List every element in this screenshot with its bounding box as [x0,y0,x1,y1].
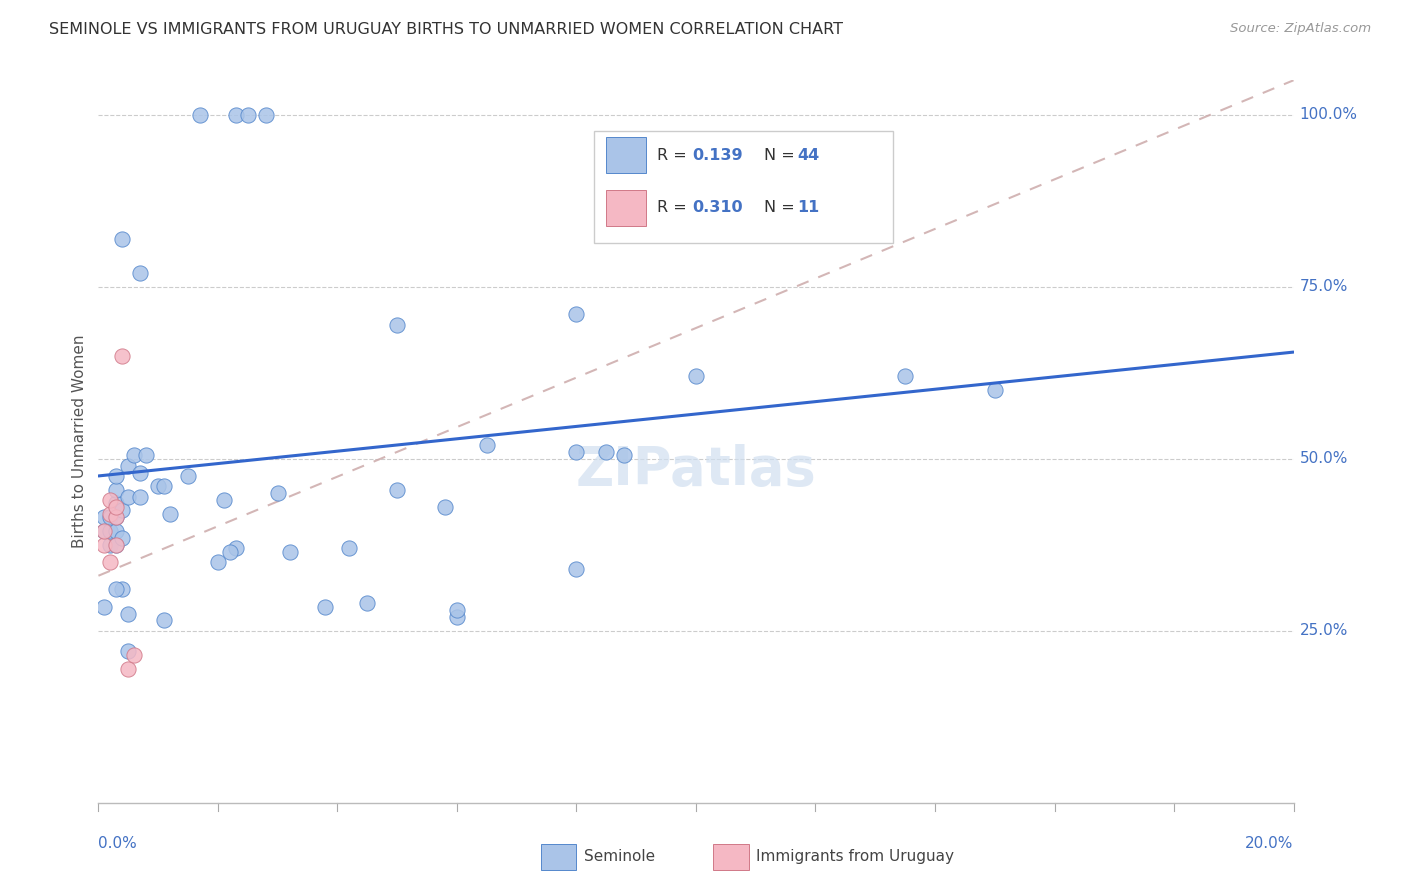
Point [894,369,917,384]
Point [98,555,122,569]
Point [98,538,122,552]
Point [685,369,707,384]
Point [93,510,115,524]
Point [111,349,134,363]
Y-axis label: Births to Unmarried Women: Births to Unmarried Women [72,334,87,549]
Point [105,538,128,552]
Point [129,490,152,504]
Point [339,541,361,556]
Point [613,448,636,462]
Point [117,490,139,504]
Point [117,607,139,621]
Text: N =: N = [763,201,800,216]
Text: 0.0%: 0.0% [98,836,138,851]
Point [98,507,122,521]
Point [117,644,139,658]
Point [565,307,588,321]
Point [385,483,409,497]
FancyBboxPatch shape [713,844,748,870]
Point [135,448,157,462]
Point [111,503,134,517]
Point [98,524,122,538]
Point [105,510,128,524]
Point [278,544,301,558]
Text: 50.0%: 50.0% [1299,451,1348,467]
Point [254,108,277,122]
Text: R =: R = [657,201,692,216]
Point [446,610,468,624]
Point [159,507,181,521]
FancyBboxPatch shape [595,131,893,243]
Point [148,479,170,493]
Point [93,524,115,538]
Point [105,496,128,510]
Text: 100.0%: 100.0% [1299,107,1358,122]
Point [93,599,115,614]
Point [565,445,588,459]
Point [117,458,139,473]
Point [446,603,468,617]
Point [105,538,128,552]
Point [212,493,235,508]
Point [153,614,176,628]
Point [111,231,134,245]
Point [124,448,146,462]
Point [595,445,617,459]
Text: 11: 11 [797,201,820,216]
Text: 0.139: 0.139 [692,148,742,163]
Text: 0.310: 0.310 [692,201,742,216]
Text: N =: N = [763,148,800,163]
Point [105,500,128,514]
Point [356,596,378,610]
Text: Seminole: Seminole [583,849,655,864]
Text: 44: 44 [797,148,820,163]
Point [105,483,128,497]
Point [475,438,498,452]
Point [207,555,229,569]
Point [129,466,152,480]
Point [267,486,290,500]
Point [315,599,337,614]
Text: SEMINOLE VS IMMIGRANTS FROM URUGUAY BIRTHS TO UNMARRIED WOMEN CORRELATION CHART: SEMINOLE VS IMMIGRANTS FROM URUGUAY BIRT… [49,22,844,37]
Text: 25.0%: 25.0% [1299,624,1348,639]
Point [984,383,1007,397]
Point [129,266,152,280]
Point [219,544,242,558]
Point [153,479,176,493]
Point [565,562,588,576]
Text: 75.0%: 75.0% [1299,279,1348,294]
Point [434,500,457,514]
Point [93,538,115,552]
Point [188,108,211,122]
Point [98,493,122,508]
Text: Immigrants from Uruguay: Immigrants from Uruguay [756,849,953,864]
FancyBboxPatch shape [606,190,645,226]
FancyBboxPatch shape [541,844,576,870]
Text: ZIPatlas: ZIPatlas [575,444,817,497]
Text: 20.0%: 20.0% [1246,836,1294,851]
Point [236,108,259,122]
Text: Source: ZipAtlas.com: Source: ZipAtlas.com [1230,22,1371,36]
Text: R =: R = [657,148,692,163]
Point [225,541,247,556]
FancyBboxPatch shape [606,137,645,173]
Point [105,582,128,597]
Point [177,469,200,483]
Point [385,318,409,332]
Point [105,469,128,483]
Point [93,524,115,538]
Point [111,531,134,545]
Point [117,662,139,676]
Point [105,524,128,538]
Point [105,510,128,524]
Point [111,582,134,597]
Point [124,648,146,662]
Point [225,108,247,122]
Point [98,510,122,524]
